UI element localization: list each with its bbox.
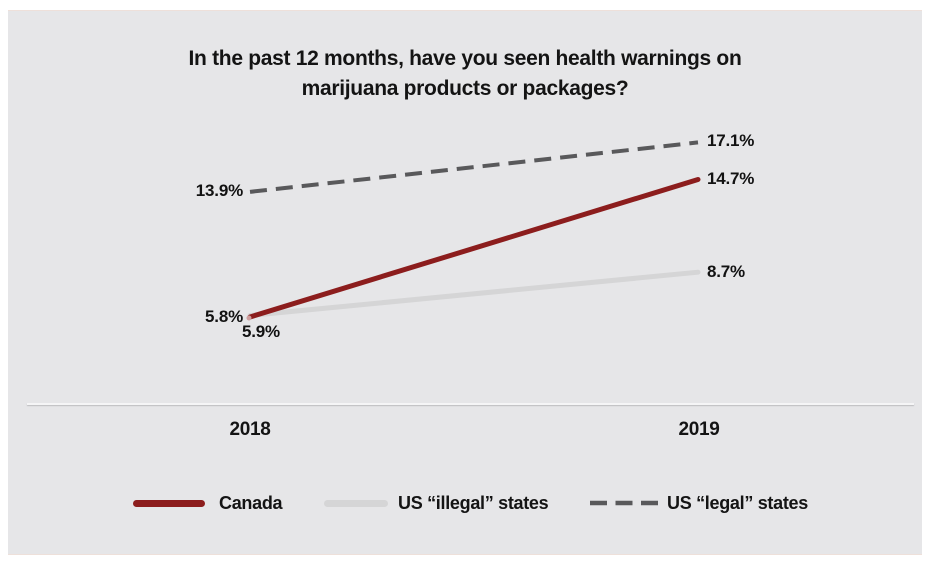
data-label-us-illegal-2018: 5.9% (242, 322, 280, 342)
legend-label-us-illegal: US “illegal” states (398, 492, 549, 513)
us-illegal-line (247, 269, 701, 318)
canada-start-marker (246, 315, 252, 321)
data-label-us-legal-2018: 13.9% (195, 180, 243, 200)
legend-label-canada: Canada (219, 492, 283, 513)
chart-lines-svg (246, 140, 701, 321)
legend-swatch-us-illegal (324, 499, 388, 507)
x-axis-label-2018: 2018 (229, 419, 271, 440)
legend-swatch-canada (133, 499, 205, 507)
chart-panel: In the past 12 months, have you seen hea… (8, 10, 922, 555)
plot-area: 5.8% 14.7% 5.9% 8.7% 13.9% 17.1% (8, 11, 922, 554)
chart-title-line1: In the past 12 months, have you seen hea… (188, 47, 742, 70)
data-label-canada-2019: 14.7% (707, 169, 755, 189)
legend-item-us-illegal: US “illegal” states (324, 492, 549, 514)
chart-title-line2: marijuana products or packages? (301, 77, 629, 100)
legend-label-us-legal: US “legal” states (667, 492, 808, 513)
us-legal-line (249, 140, 699, 194)
chart-title: In the past 12 months, have you seen hea… (8, 44, 922, 104)
legend-item-canada: Canada (133, 492, 283, 514)
data-label-us-illegal-2019: 8.7% (707, 262, 745, 282)
canada-line (247, 176, 701, 320)
x-axis-line (27, 403, 914, 405)
x-axis-label-2019: 2019 (678, 419, 720, 440)
legend-swatch-us-legal-dashes (590, 500, 658, 506)
data-label-canada-2018: 5.8% (205, 307, 243, 326)
data-label-us-legal-2019: 17.1% (707, 131, 755, 151)
legend-item-us-legal: US “legal” states (590, 492, 808, 514)
